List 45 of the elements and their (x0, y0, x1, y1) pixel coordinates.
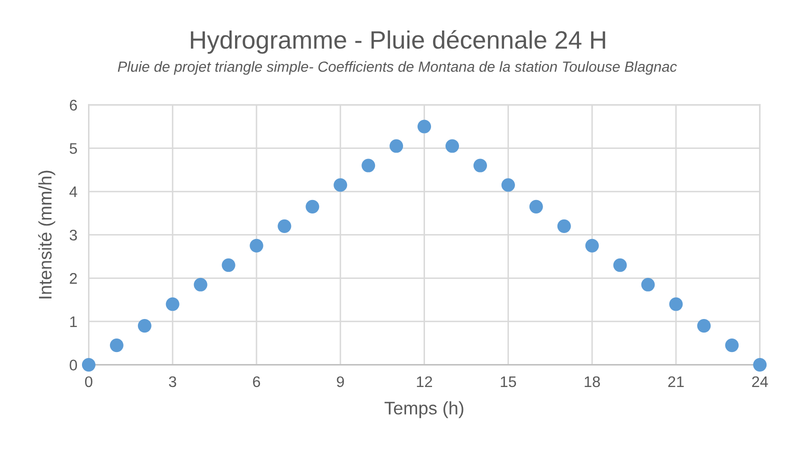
point (82, 358, 96, 372)
point (418, 120, 432, 134)
point (110, 338, 124, 352)
y-tick-label: 3 (70, 230, 77, 241)
point (445, 139, 460, 153)
point (390, 139, 404, 153)
point (641, 278, 655, 292)
x-tick-label: 9 (336, 376, 344, 388)
point (334, 178, 348, 192)
point (222, 258, 236, 272)
chart-subtitle: Pluie de projet triangle simple- Coefficients de Montana de la station Toulouse Blagnac (118, 61, 677, 75)
x-tick-label: 18 (584, 376, 600, 388)
point (278, 219, 292, 233)
point (529, 200, 543, 214)
point (585, 238, 599, 252)
x-tick-label: 6 (253, 376, 260, 388)
point (725, 338, 739, 352)
point (138, 319, 152, 333)
y-tick-label: 6 (70, 100, 77, 111)
y-tick-label: 4 (69, 186, 78, 198)
point (613, 258, 627, 272)
point (557, 219, 571, 233)
x-tick-label: 3 (168, 376, 176, 388)
y-tick-label: 1 (70, 316, 77, 328)
chart-title: Hydrogramme - Pluie décennale 24 H (190, 30, 606, 54)
x-tick-label: 12 (416, 376, 432, 387)
point (250, 238, 264, 252)
x-tick-label: 24 (752, 376, 768, 387)
point (194, 278, 208, 292)
y-tick-label: 0 (70, 360, 77, 370)
point (669, 297, 683, 311)
x-tick-label: 15 (500, 376, 516, 388)
point (306, 200, 320, 214)
x-axis-title: Temps (h) (384, 401, 464, 418)
x-tick-label: 0 (85, 376, 92, 388)
point (166, 297, 180, 311)
x-tick-label: 21 (668, 376, 684, 387)
y-tick-label: 2 (70, 273, 77, 284)
y-axis-title: Intensité (mm/h) (38, 170, 56, 298)
point (501, 178, 515, 192)
point (697, 319, 711, 333)
point (753, 358, 767, 372)
y-tick-label: 5 (70, 143, 77, 154)
point (362, 158, 376, 172)
point (473, 158, 487, 172)
